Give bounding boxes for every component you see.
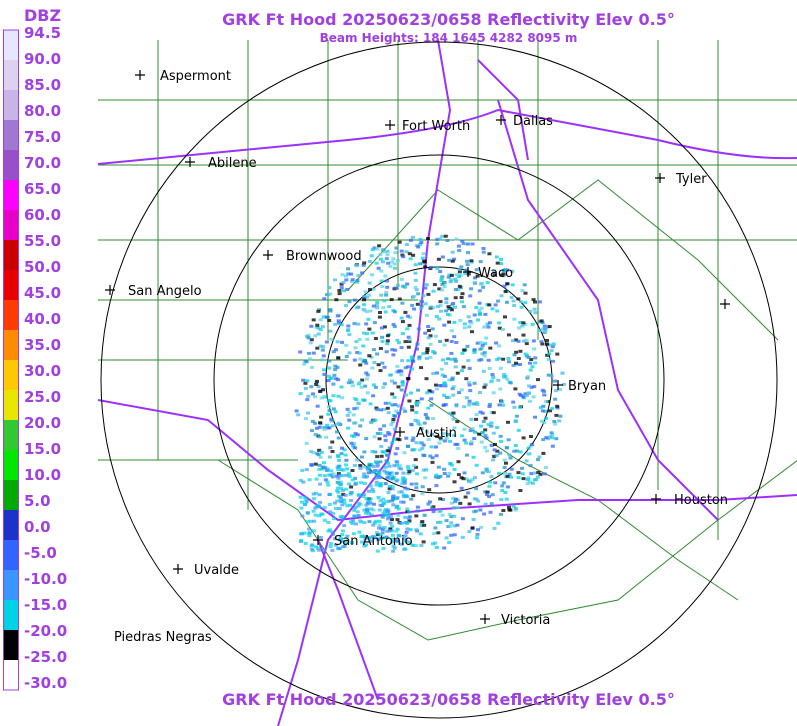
legend-label: 94.5 [24,24,62,42]
legend-label: 40.0 [24,310,62,328]
legend-label: 55.0 [24,232,62,250]
legend-swatch [4,30,18,61]
city-marker: Dallas [496,114,553,129]
city-marker: Aspermont [135,69,231,84]
legend-label: 35.0 [24,336,62,354]
city-marker: Piedras Negras [114,630,212,645]
city-label: Dallas [513,114,553,129]
city-label: Waco [478,266,513,281]
legend-label: -20.0 [24,622,68,640]
city-marker: Austin [395,426,457,441]
legend-swatch [4,540,18,571]
city-label: Houston [674,493,728,508]
city-marker: Tyler [655,172,707,187]
dbz-legend: DBZ 94.5 90.0 85.0 80.0 75.0 70.0 65.0 60.0 55.0… [0,0,98,726]
legend-swatch [4,300,18,331]
legend-swatch [4,120,18,151]
city-label: Aspermont [160,69,231,84]
legend-swatch [4,330,18,361]
legend-swatch [4,420,18,451]
beam-heights: Beam Heights: 184 1645 4282 8095 m [319,31,578,45]
city-marker [720,299,730,309]
city-marker: Waco [463,266,513,281]
range-rings [100,41,778,719]
legend-swatch [4,240,18,271]
legend-label: 10.0 [24,466,62,484]
legend-label: -5.0 [24,544,57,562]
legend-label: 65.0 [24,180,62,198]
legend-swatch [4,510,18,541]
city-label: Austin [416,426,457,441]
legend-label: 90.0 [24,50,62,68]
legend-label: 70.0 [24,154,62,172]
legend-label: -30.0 [24,674,68,692]
city-marker: San Angelo [105,284,202,299]
legend-label: 0.0 [24,518,51,536]
city-label: Brownwood [286,249,362,264]
city-markers: Aspermont Fort Worth Dallas Abilene Tyler Bro… [105,69,730,645]
city-label: Abilene [208,156,257,171]
legend-label: -25.0 [24,648,68,666]
city-label: Tyler [675,172,707,187]
legend-label: 50.0 [24,258,62,276]
city-label: Bryan [568,379,606,394]
map-title-bottom: GRK Ft Hood 20250623/0658 Reflectivity E… [222,690,675,709]
legend-unit: DBZ [24,6,62,25]
city-marker: Abilene [185,156,257,171]
legend-swatch [4,90,18,121]
legend-label: 30.0 [24,362,62,380]
legend-swatch [4,570,18,601]
legend-label: -15.0 [24,596,68,614]
legend-label: 25.0 [24,388,62,406]
legend-label: 5.0 [24,492,51,510]
legend-label: 80.0 [24,102,62,120]
highways [98,40,797,726]
radar-echoes [294,234,566,553]
city-label: San Antonio [334,534,413,549]
radar-map[interactable]: Aspermont Fort Worth Dallas Abilene Tyler Bro… [98,40,797,726]
city-label: Fort Worth [402,119,470,134]
legend-swatch [4,210,18,241]
city-label: San Angelo [128,284,202,299]
legend-swatch [4,360,18,391]
city-marker: Brownwood [263,249,362,264]
city-marker: Bryan [553,379,606,394]
city-marker: Fort Worth [385,119,470,134]
legend-label: 60.0 [24,206,62,224]
legend-swatch [4,60,18,91]
city-marker: Uvalde [173,563,239,578]
legend-swatch [4,630,18,661]
legend-swatch [4,180,18,211]
legend-colorbar [3,29,19,691]
city-label: Victoria [501,613,550,628]
city-marker: San Antonio [313,534,413,549]
legend-label: -10.0 [24,570,68,588]
city-marker: Victoria [480,613,550,628]
legend-swatch [4,660,18,691]
legend-swatch [4,480,18,511]
map-title: GRK Ft Hood 20250623/0658 Reflectivity E… [222,10,675,29]
legend-label: 45.0 [24,284,62,302]
legend-swatch [4,150,18,181]
city-marker: Houston [651,493,728,508]
legend-label: 75.0 [24,128,62,146]
city-label: Piedras Negras [114,630,212,645]
legend-label: 85.0 [24,76,62,94]
legend-label: 15.0 [24,440,62,458]
legend-swatch [4,450,18,481]
legend-label: 20.0 [24,414,62,432]
legend-swatch [4,390,18,421]
legend-swatch [4,270,18,301]
legend-swatch [4,600,18,631]
city-label: Uvalde [194,563,239,578]
